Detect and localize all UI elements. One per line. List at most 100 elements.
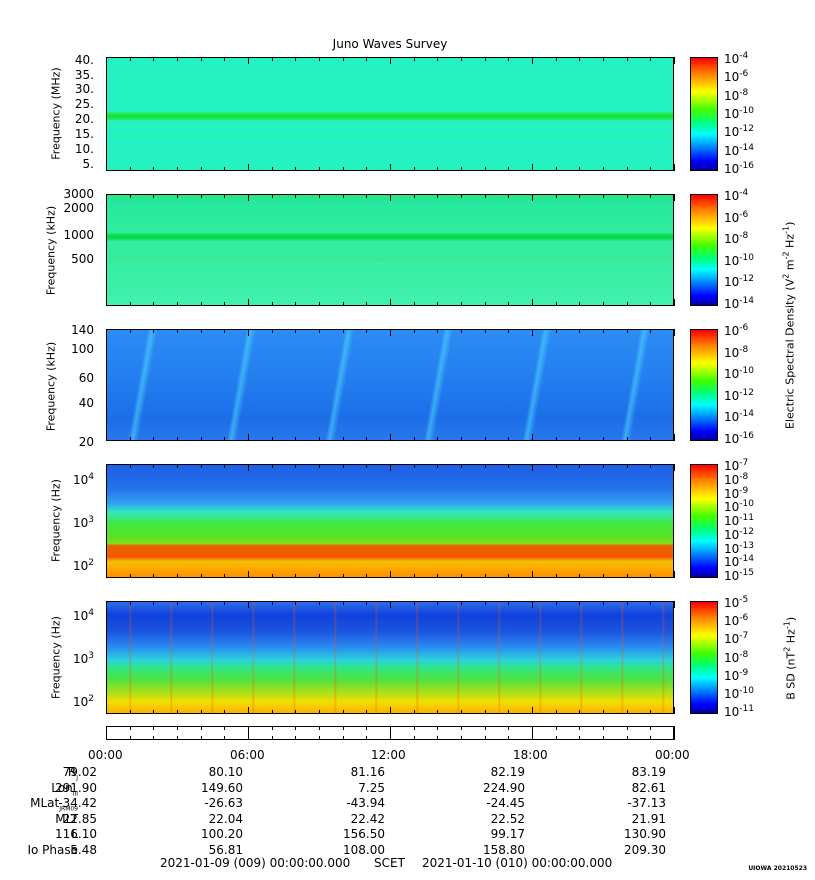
colorbar-tick-label: 10-14 xyxy=(724,143,754,158)
x-tick-mark xyxy=(129,601,131,605)
x-tick-mark xyxy=(390,601,391,608)
x-tick-mark xyxy=(106,434,107,441)
x-tick-mark xyxy=(295,736,297,740)
x-tick-mark xyxy=(106,194,107,201)
x-tick-mark xyxy=(508,464,510,468)
tick-base: 10 xyxy=(724,345,740,360)
x-tick-mark xyxy=(484,437,486,441)
ephemeris-row-label: LonIII xyxy=(0,781,78,797)
panel1-ytick: 35. xyxy=(74,68,94,82)
footer-end-time: 2021-01-10 (010) 00:00:00.000 xyxy=(422,856,613,870)
x-tick-mark xyxy=(342,194,344,198)
x-tick-mark xyxy=(437,601,439,605)
ephemeris-value: 22.42 xyxy=(350,811,385,826)
x-tick-mark xyxy=(508,437,510,441)
panel1-ytick: 20. xyxy=(74,112,94,126)
x-tick-mark xyxy=(650,464,652,468)
x-tick-mark xyxy=(153,726,155,730)
x-tick-mark xyxy=(224,726,226,730)
x-tick-mark xyxy=(342,601,344,605)
x-tick-mark xyxy=(200,194,202,198)
colorbar-panel3 xyxy=(690,329,718,441)
x-tick-mark xyxy=(129,437,131,441)
colorbar-tick-label: 10-7 xyxy=(724,631,748,646)
x-tick-mark xyxy=(461,437,462,441)
x-tick-mark xyxy=(484,329,486,333)
x-tick-mark xyxy=(271,574,273,578)
x-tick-mark xyxy=(248,707,249,714)
x-tick-mark xyxy=(603,736,604,740)
tick-exponent: -4 xyxy=(739,51,749,61)
colorbar-panel2 xyxy=(690,194,718,306)
x-tick-mark xyxy=(129,167,131,171)
x-tick-mark xyxy=(413,710,415,714)
tick-base: 10 xyxy=(724,125,740,140)
tick-exponent: -6 xyxy=(739,613,749,624)
x-tick-mark xyxy=(413,726,415,730)
x-tick-mark xyxy=(177,167,178,171)
tick-base: 10 xyxy=(72,559,89,573)
colorbar-tick-label: 10-10 xyxy=(724,366,754,381)
x-tick-mark xyxy=(366,167,368,171)
x-tick-mark xyxy=(484,464,486,468)
tick-exponent: -10 xyxy=(739,366,754,377)
colorbar-tick-label: 10-13 xyxy=(724,541,754,556)
ephemeris-value: 108.00 xyxy=(343,842,385,857)
tick-base: 10 xyxy=(724,232,740,247)
x-tick-mark xyxy=(295,57,297,61)
x-tick-mark xyxy=(129,329,131,333)
ephemeris-value: 82.19 xyxy=(490,765,525,779)
x-tick-mark xyxy=(437,736,439,740)
tick-base: 10 xyxy=(724,88,740,103)
x-tick-mark xyxy=(674,733,675,740)
x-tick-mark xyxy=(177,464,178,468)
ephemeris-value: 22.04 xyxy=(208,811,243,826)
x-tick-mark xyxy=(532,434,533,441)
x-tick-mark xyxy=(413,574,415,578)
tick-base: 10 xyxy=(724,486,740,501)
x-tick-mark xyxy=(224,57,226,61)
x-tick-mark xyxy=(413,57,415,61)
x-tick-mark xyxy=(200,736,202,740)
x-tick-mark xyxy=(177,726,178,730)
x-tick-mark xyxy=(579,736,581,740)
x-tick-mark xyxy=(200,302,202,306)
tick-exponent: -6 xyxy=(739,323,749,333)
x-tick-mark xyxy=(555,464,557,468)
x-tick-mark xyxy=(508,601,510,605)
panel3-ytick: 40 xyxy=(78,396,94,410)
x-tick-mark xyxy=(129,710,131,714)
x-tick-mark xyxy=(437,574,439,578)
x-tick-mark xyxy=(342,302,344,306)
tick-exponent: -9 xyxy=(739,485,749,496)
x-tick-mark xyxy=(484,736,486,740)
x-tick-mark xyxy=(390,726,391,733)
x-tick-mark xyxy=(248,164,249,171)
tick-exponent: -7 xyxy=(739,631,749,642)
x-tick-mark xyxy=(295,302,297,306)
x-tick-mark xyxy=(106,601,107,608)
tick-base: 10 xyxy=(724,210,740,225)
x-tick-mark xyxy=(532,329,533,336)
time-label: 18:00 xyxy=(513,748,548,762)
x-tick-mark xyxy=(129,194,131,198)
x-tick-mark xyxy=(603,574,604,578)
x-tick-mark xyxy=(508,726,510,730)
x-tick-mark xyxy=(674,194,675,201)
ephemeris-value: -24.45 xyxy=(486,796,525,810)
colorbar-tick-label: 10-8 xyxy=(724,472,748,487)
ephemeris-value: 56.81 xyxy=(208,842,243,857)
x-tick-mark xyxy=(579,194,581,198)
x-tick-mark xyxy=(626,194,628,198)
x-tick-mark xyxy=(626,710,628,714)
panel1-ytick: 15. xyxy=(74,127,94,141)
x-tick-mark xyxy=(129,574,131,578)
tick-exponent: -10 xyxy=(739,252,754,263)
x-tick-mark xyxy=(461,302,462,306)
x-tick-mark xyxy=(319,464,320,468)
x-tick-mark xyxy=(390,164,391,171)
colorbar-tick-label: 10-15 xyxy=(724,568,754,583)
tick-base: 10 xyxy=(724,527,740,542)
x-tick-mark xyxy=(295,464,297,468)
